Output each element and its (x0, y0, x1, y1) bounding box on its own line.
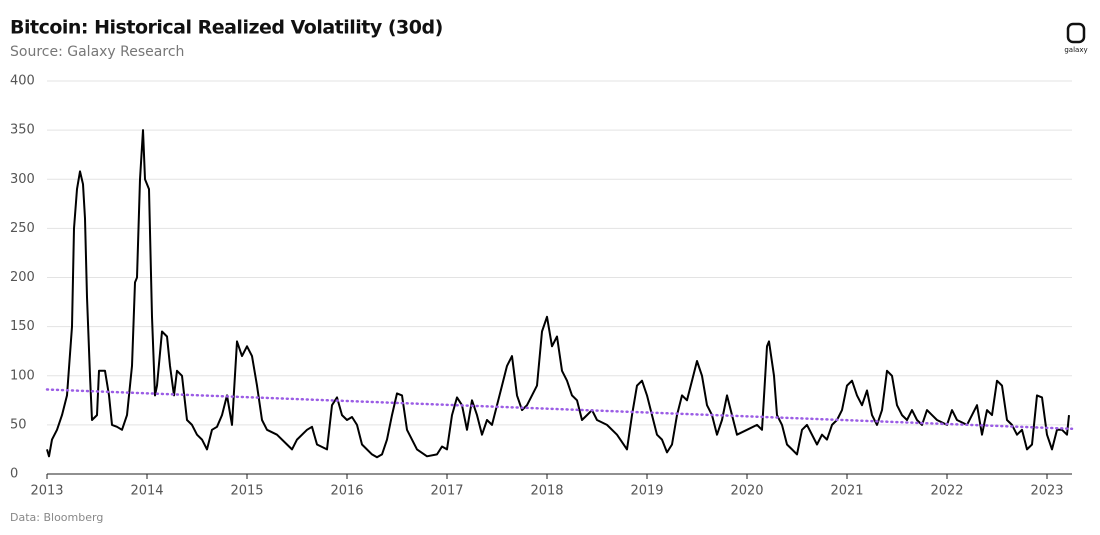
chart-title: Bitcoin: Historical Realized Volatility … (10, 17, 443, 39)
chart-subtitle: Source: Galaxy Research (10, 44, 184, 60)
y-tick-label: 150 (10, 319, 35, 334)
y-tick-label: 400 (10, 74, 35, 89)
logo-icon (1066, 22, 1086, 44)
footnote: Data: Bloomberg (10, 511, 103, 524)
x-tick-label: 2022 (930, 484, 963, 499)
x-tick-label: 2019 (630, 484, 663, 499)
logo-text: galaxy (1064, 46, 1087, 54)
x-tick-label: 2020 (730, 484, 763, 499)
x-tick-label: 2013 (30, 484, 63, 499)
x-tick-label: 2017 (430, 484, 463, 499)
line (46, 129, 1070, 459)
x-tick-label: 2018 (530, 484, 563, 499)
y-tick-label: 100 (10, 368, 35, 383)
x-tick-label: 2021 (830, 484, 863, 499)
y-tick-label: 200 (10, 270, 35, 285)
trend-line (45, 388, 1074, 431)
y-tick-label: 350 (10, 123, 35, 138)
y-tick-label: 0 (10, 467, 18, 482)
x-tick-label: 2016 (330, 484, 363, 499)
x-tick-label: 2023 (1030, 484, 1063, 499)
y-tick-label: 250 (10, 221, 35, 236)
x-tick-label: 2015 (230, 484, 263, 499)
y-tick-label: 50 (10, 417, 27, 432)
x-tick-label: 2014 (130, 484, 163, 499)
y-tick-label: 300 (10, 172, 35, 187)
